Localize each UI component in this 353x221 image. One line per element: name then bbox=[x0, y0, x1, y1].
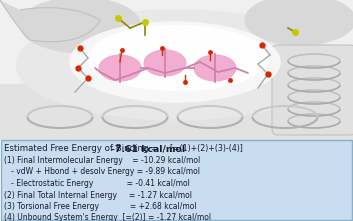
Text: (1) Final Intermolecular Energy    = -10.29 kcal/mol: (1) Final Intermolecular Energy = -10.29… bbox=[4, 156, 200, 165]
Ellipse shape bbox=[144, 50, 186, 76]
Bar bbox=[0, 0, 353, 139]
Text: - vdW + Hbond + desolv Energy = -9.89 kcal/mol: - vdW + Hbond + desolv Energy = -9.89 kc… bbox=[4, 168, 200, 177]
Text: -7.61 kcal/mol: -7.61 kcal/mol bbox=[111, 144, 185, 153]
Ellipse shape bbox=[70, 22, 280, 102]
Ellipse shape bbox=[88, 25, 268, 91]
Text: (3) Torsional Free Energy             = +2.68 kcal/mol: (3) Torsional Free Energy = +2.68 kcal/m… bbox=[4, 202, 197, 211]
Ellipse shape bbox=[20, 0, 140, 53]
FancyBboxPatch shape bbox=[272, 45, 353, 135]
Text: [=(1)+(2)+(3)-(4)]: [=(1)+(2)+(3)-(4)] bbox=[164, 144, 243, 153]
Text: (4) Unbound System's Energy  [=(2)] = -1.27 kcal/mol: (4) Unbound System's Energy [=(2)] = -1.… bbox=[4, 213, 211, 221]
Text: - Electrostatic Energy              = -0.41 kcal/mol: - Electrostatic Energy = -0.41 kcal/mol bbox=[4, 179, 190, 188]
Ellipse shape bbox=[99, 55, 141, 81]
Text: (2) Final Total Internal Energy     = -1.27 kcal/mol: (2) Final Total Internal Energy = -1.27 … bbox=[4, 191, 192, 200]
Ellipse shape bbox=[17, 10, 336, 120]
Bar bbox=[0, 84, 353, 139]
Ellipse shape bbox=[245, 0, 353, 45]
Ellipse shape bbox=[194, 55, 236, 81]
PathPatch shape bbox=[0, 8, 100, 221]
FancyBboxPatch shape bbox=[1, 140, 352, 220]
Text: Estimated Free Energy of Binding =: Estimated Free Energy of Binding = bbox=[4, 144, 161, 153]
